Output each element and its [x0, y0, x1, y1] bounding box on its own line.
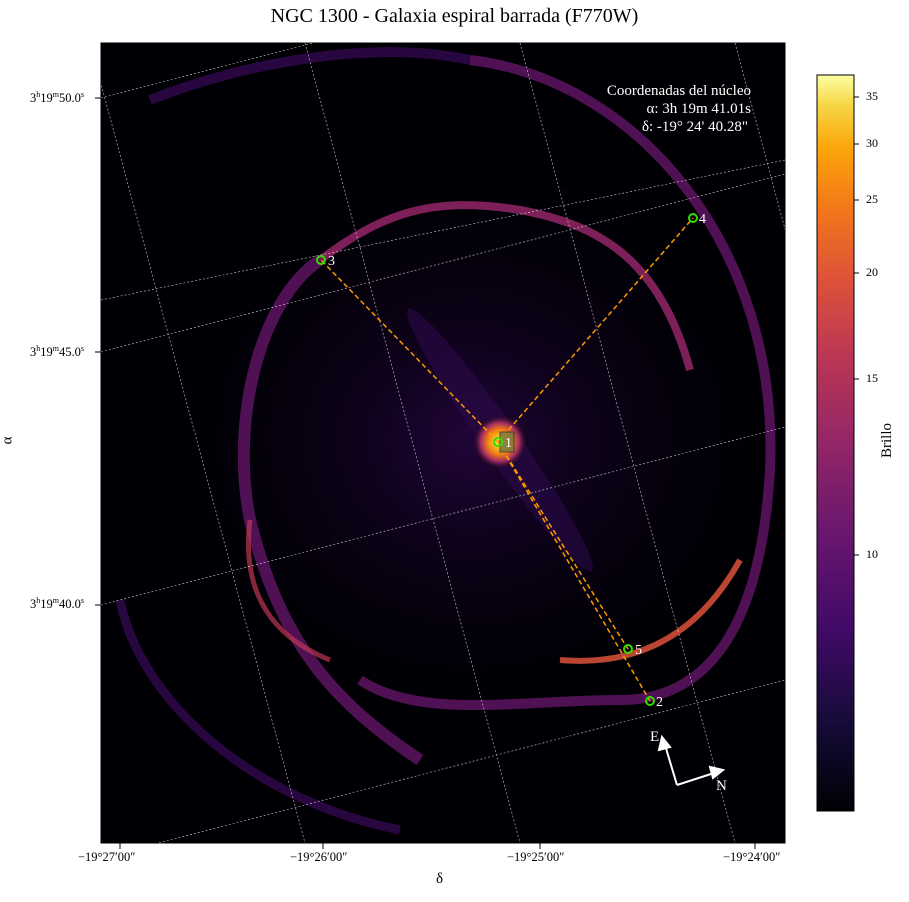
- x-tick-label: −19°24′00″: [723, 850, 781, 864]
- y-axis-label: α: [0, 436, 16, 445]
- colorbar-tick: 25: [866, 192, 878, 206]
- y-tick-label: 3h19m40.0s: [30, 596, 84, 612]
- compass-arrows: [657, 734, 726, 786]
- marker-1: 1: [493, 431, 515, 453]
- x-tick-label: −19°26′00″: [290, 850, 348, 864]
- info-line-3: δ: -19° 24' 40.28": [642, 119, 748, 135]
- compass-north: N: [716, 778, 727, 794]
- x-tick-label: −19°27′00″: [78, 850, 136, 864]
- colorbar-tick: 35: [866, 89, 878, 103]
- x-tick-label: −19°25′00″: [507, 850, 565, 864]
- marker-3: 3: [316, 254, 335, 269]
- marker-2: 2: [645, 695, 663, 710]
- colorbar-tick: 10: [866, 547, 878, 561]
- marker-4: 4: [688, 212, 706, 227]
- colorbar-tick: 30: [866, 136, 878, 150]
- x-axis-label: δ: [436, 871, 444, 887]
- info-line-2: α: 3h 19m 41.01s: [646, 101, 751, 117]
- colorbar-tick: 20: [866, 265, 878, 279]
- marker-label-5: 5: [635, 643, 642, 658]
- y-tick-label: 3h19m50.0s: [30, 90, 84, 106]
- marker-label-4: 4: [699, 212, 706, 227]
- colorbar-tick: 15: [866, 371, 878, 385]
- marker-label-2: 2: [656, 695, 663, 710]
- galaxy-structure: [101, 43, 785, 843]
- marker-label-1: 1: [505, 436, 512, 451]
- marker-label-3: 3: [328, 254, 335, 269]
- info-line-1: Coordenadas del núcleo: [607, 83, 751, 99]
- nucleus-coordinates: Coordenadas del núcleo α: 3h 19m 41.01s …: [607, 83, 751, 135]
- colorbar: [816, 74, 855, 812]
- marker-5: 5: [623, 643, 642, 658]
- figure-title: NGC 1300 - Galaxia espiral barrada (F770…: [270, 5, 639, 27]
- y-tick-label: 3h19m45.0s: [30, 344, 84, 360]
- colorbar-label: Brillo: [879, 422, 896, 459]
- compass-east: E: [650, 729, 659, 745]
